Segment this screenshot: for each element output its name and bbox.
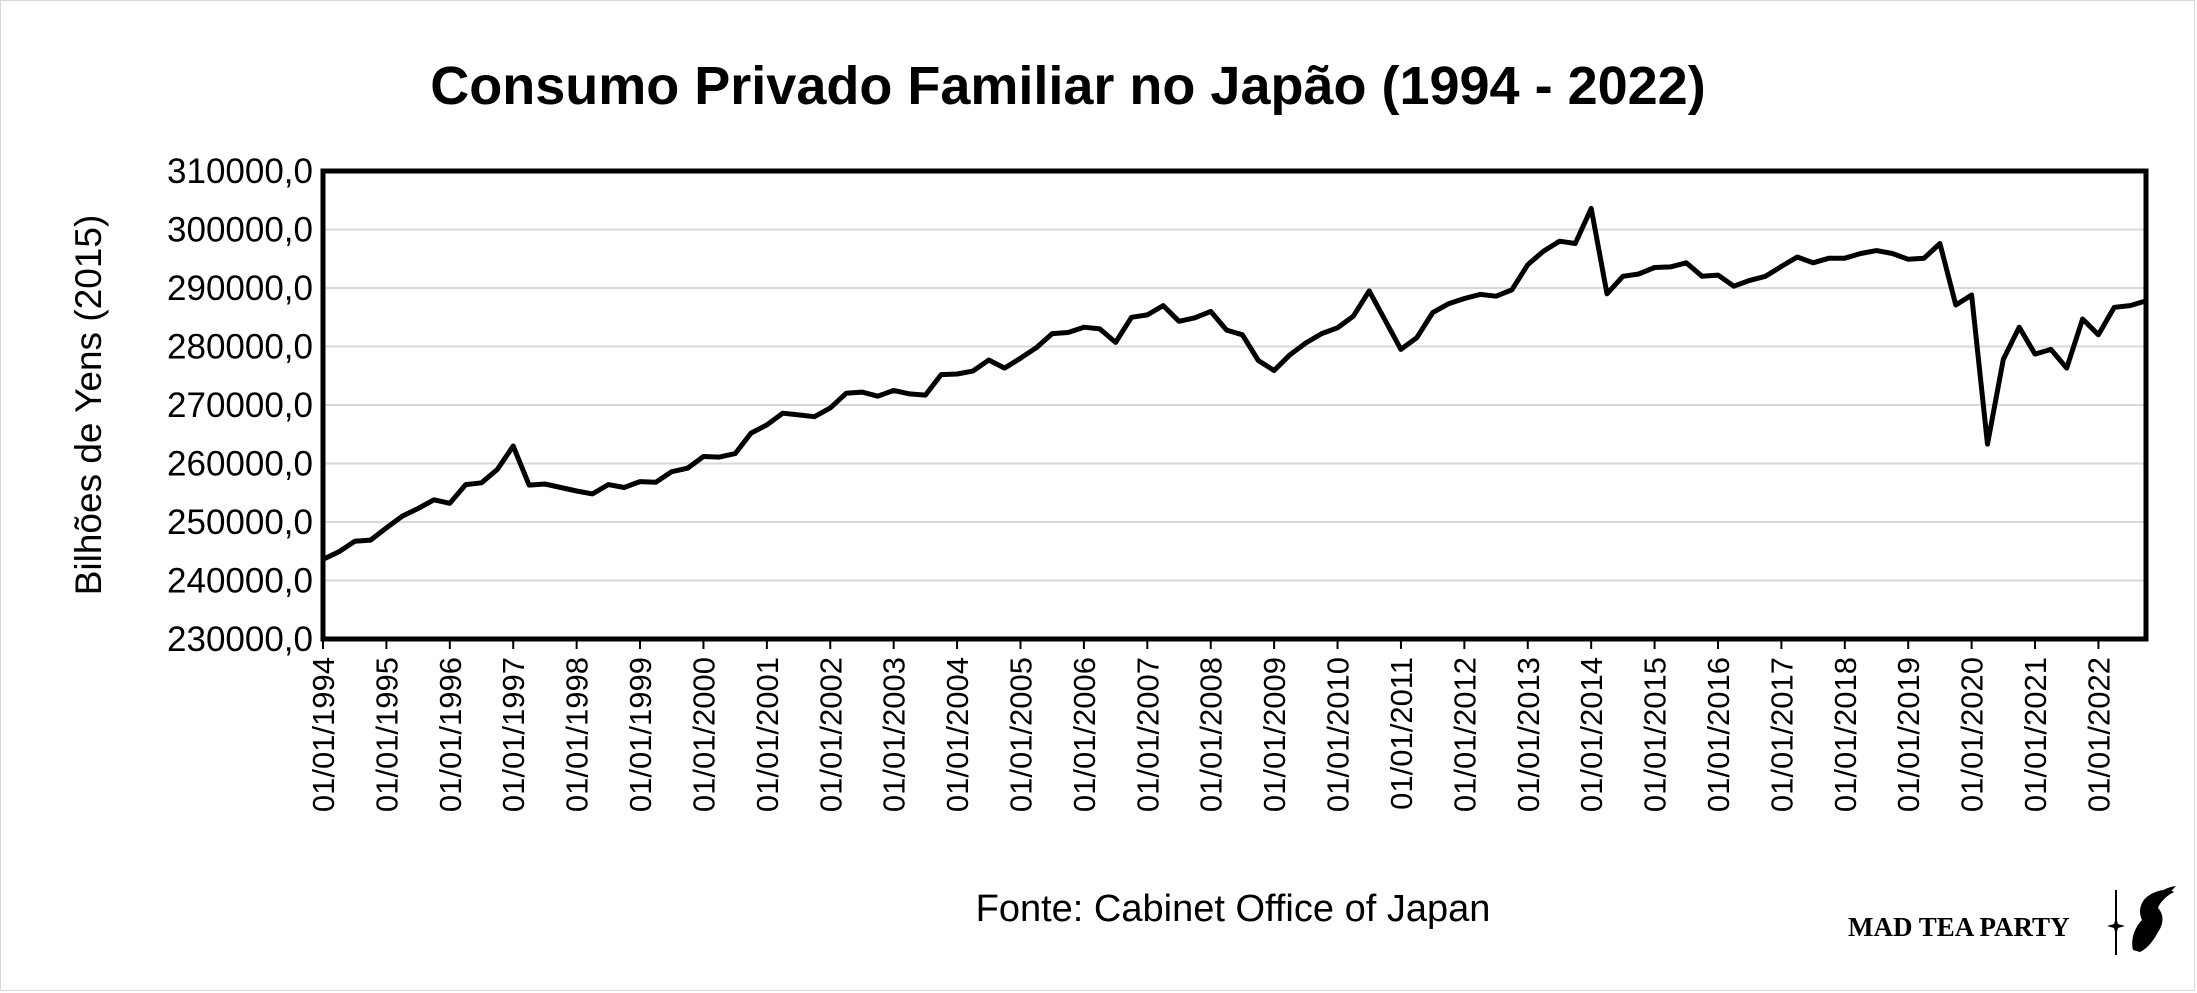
x-tick-label: 01/01/1998 bbox=[560, 657, 595, 812]
x-tick-label: 01/01/2021 bbox=[2018, 657, 2053, 812]
x-tick-label: 01/01/2004 bbox=[940, 657, 975, 812]
gridlines bbox=[323, 170, 2146, 640]
x-tick-label: 01/01/1999 bbox=[623, 657, 658, 812]
x-tick-label: 01/01/2018 bbox=[1828, 657, 1863, 812]
y-axis-label: Bilhões de Yens (2015) bbox=[68, 215, 109, 596]
y-tick-label: 270000,0 bbox=[167, 386, 313, 425]
x-tick-label: 01/01/2000 bbox=[686, 657, 721, 812]
x-tick-label: 01/01/2007 bbox=[1130, 657, 1165, 812]
x-tick-label: 01/01/1996 bbox=[433, 657, 468, 812]
x-tick-label: 01/01/2015 bbox=[1638, 657, 1673, 812]
x-tick-label: 01/01/2002 bbox=[813, 657, 848, 812]
x-tick-label: 01/01/1994 bbox=[306, 657, 341, 812]
x-tick-label: 01/01/2011 bbox=[1384, 657, 1419, 810]
y-tick-label: 300000,0 bbox=[167, 211, 313, 250]
x-tick-label: 01/01/2005 bbox=[1003, 657, 1038, 812]
x-tick-label: 01/01/1995 bbox=[369, 657, 404, 812]
plot-area-border bbox=[320, 168, 2149, 642]
x-tick-label: 01/01/2019 bbox=[1891, 657, 1926, 812]
x-tick-label: 01/01/2017 bbox=[1764, 657, 1799, 812]
x-tick-label: 01/01/2012 bbox=[1447, 657, 1482, 812]
y-tick-label: 310000,0 bbox=[167, 152, 313, 191]
x-tick-label: 01/01/2006 bbox=[1067, 657, 1102, 812]
x-tick-label: 01/01/2013 bbox=[1511, 657, 1546, 812]
x-tick-label: 01/01/2020 bbox=[1955, 657, 1990, 812]
y-tick-label: 240000,0 bbox=[167, 562, 313, 601]
logo-rabbit-icon bbox=[2107, 886, 2176, 955]
y-tick-label: 280000,0 bbox=[167, 328, 313, 367]
x-tick-label: 01/01/2003 bbox=[877, 657, 912, 812]
x-tick-label: 01/01/2009 bbox=[1257, 657, 1292, 812]
source-note: Fonte: Cabinet Office of Japan bbox=[976, 888, 1491, 930]
chart-title: Consumo Privado Familiar no Japão (1994 … bbox=[430, 56, 1705, 116]
y-tick-label: 290000,0 bbox=[167, 269, 313, 308]
y-axis-ticks: 230000,0 240000,0 250000,0 260000,0 270000,0… bbox=[167, 152, 313, 659]
x-tick-label: 01/01/2016 bbox=[1701, 657, 1736, 812]
x-tick-label: 01/01/2014 bbox=[1574, 657, 1609, 812]
x-tick-label: 01/01/2008 bbox=[1194, 657, 1229, 812]
x-tick-label: 01/01/1997 bbox=[496, 657, 531, 812]
y-tick-label: 230000,0 bbox=[167, 620, 313, 659]
y-tick-label: 260000,0 bbox=[167, 445, 313, 484]
mad-tea-party-logo: MAD TEA PARTY bbox=[1848, 886, 2176, 955]
x-tick-label: 01/01/2022 bbox=[2081, 657, 2116, 812]
x-tick-label: 01/01/2001 bbox=[750, 657, 785, 812]
x-axis-ticks: 01/01/1994 01/01/1995 01/01/1996 01/01/1997… bbox=[306, 639, 2116, 812]
x-tick-label: 01/01/2010 bbox=[1321, 657, 1356, 812]
logo-text: MAD TEA PARTY bbox=[1848, 912, 2070, 942]
y-tick-label: 250000,0 bbox=[167, 503, 313, 542]
series-line-consumo-privado bbox=[320, 205, 2149, 562]
